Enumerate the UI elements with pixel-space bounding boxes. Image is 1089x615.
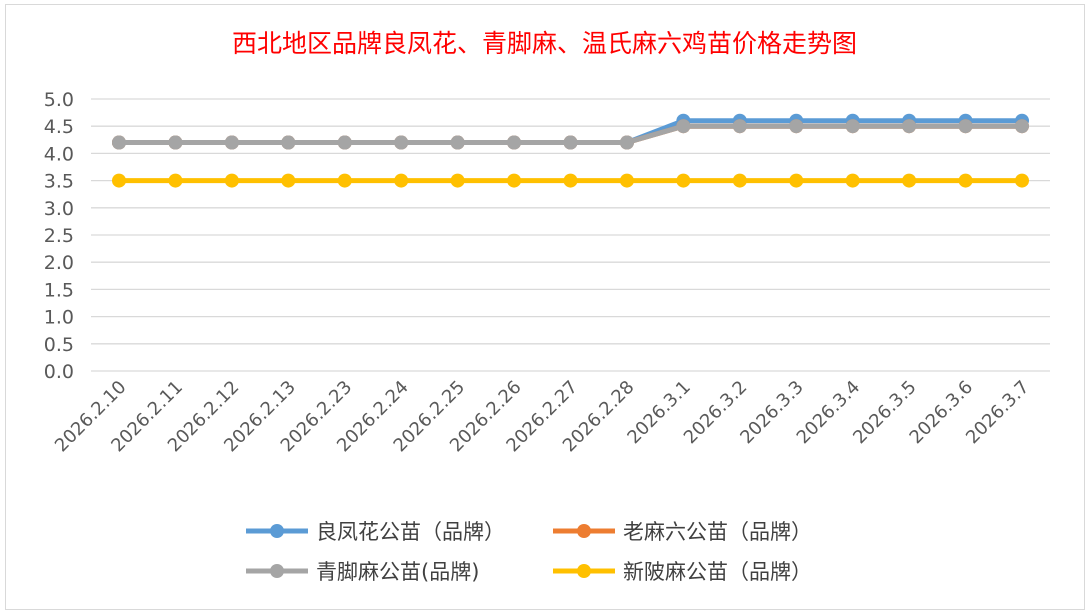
data-point (507, 173, 522, 188)
legend-item-0[interactable]: 良凤花公苗（品牌） (246, 516, 505, 546)
data-point (676, 119, 691, 134)
data-point (450, 135, 465, 150)
data-point (958, 173, 973, 188)
data-point (732, 173, 747, 188)
legend-label: 新陂麻公苗（品牌） (623, 560, 812, 584)
y-tick-label: 5.0 (44, 89, 74, 111)
data-point (902, 173, 917, 188)
data-point (112, 173, 126, 188)
y-tick-label: 1.5 (44, 279, 74, 301)
legend-item-2[interactable]: 青脚麻公苗(品牌) (246, 556, 479, 586)
data-point (450, 173, 465, 188)
data-point (619, 173, 634, 188)
data-point (394, 173, 409, 188)
legend-label: 青脚麻公苗(品牌) (316, 560, 480, 584)
data-point (732, 119, 747, 134)
data-point (902, 119, 917, 134)
legend-label: 良凤花公苗（品牌） (316, 520, 505, 544)
legend-marker (246, 524, 308, 538)
data-point (845, 173, 860, 188)
y-tick-label: 2.0 (44, 252, 74, 274)
legend-item-3[interactable]: 新陂麻公苗（品牌） (553, 556, 812, 586)
data-point (112, 135, 126, 150)
y-tick-label: 3.5 (44, 171, 74, 193)
data-point (168, 173, 183, 188)
y-tick-label: 1.0 (44, 307, 74, 329)
data-point (224, 135, 239, 150)
data-point (563, 135, 578, 150)
data-point (281, 135, 296, 150)
y-tick-label: 4.0 (44, 143, 74, 165)
legend-marker (553, 524, 615, 538)
data-point (507, 135, 522, 150)
legend-label: 老麻六公苗（品牌） (623, 520, 812, 544)
data-point (1015, 119, 1029, 134)
chart-area[interactable] (5, 4, 1085, 610)
data-point (281, 173, 296, 188)
data-point (958, 119, 973, 134)
legend-marker (553, 564, 615, 578)
legend-item-1[interactable]: 老麻六公苗（品牌） (553, 516, 812, 546)
y-tick-label: 3.0 (44, 198, 74, 220)
data-point (1015, 173, 1029, 188)
y-tick-label: 4.5 (44, 116, 74, 138)
data-point (168, 135, 183, 150)
data-point (789, 173, 804, 188)
data-point (337, 173, 352, 188)
data-point (337, 135, 352, 150)
data-point (619, 135, 634, 150)
y-tick-label: 0.0 (44, 361, 74, 383)
data-point (563, 173, 578, 188)
data-point (789, 119, 804, 134)
data-point (224, 173, 239, 188)
chart-title: 西北地区品牌良凤花、青脚麻、温氏麻六鸡苗价格走势图 (231, 29, 857, 58)
data-point (845, 119, 860, 134)
y-tick-label: 2.5 (44, 225, 74, 247)
data-point (394, 135, 409, 150)
data-point (676, 173, 691, 188)
y-tick-label: 0.5 (44, 334, 74, 356)
legend-marker (246, 564, 308, 578)
